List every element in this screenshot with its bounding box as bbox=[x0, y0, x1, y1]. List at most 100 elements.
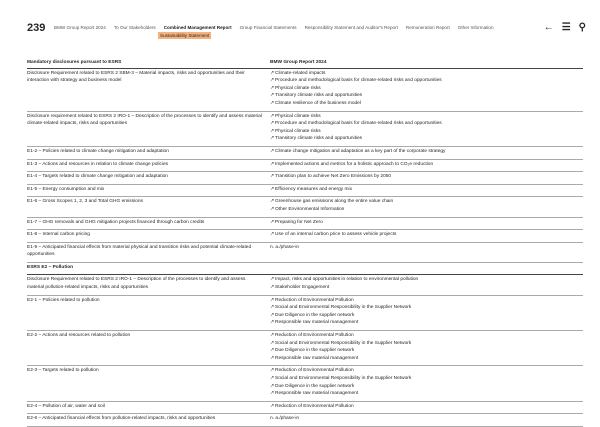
back-arrow-icon[interactable]: ← bbox=[543, 22, 554, 33]
report-reference: Transition plan to achieve Net Zero Emis… bbox=[270, 171, 583, 185]
disclosure-requirement: E2-1 – Policies related to pollution bbox=[27, 295, 270, 332]
page-number: 239 bbox=[27, 22, 46, 34]
report-reference: n. a./phase-in bbox=[270, 242, 583, 263]
table-row: E1-7 – GHG removals and GHG mitigation p… bbox=[27, 217, 583, 231]
disclosure-requirement: E1-2 – Policies related to climate chang… bbox=[27, 146, 270, 160]
reference-link[interactable]: Responsible raw material management bbox=[270, 355, 583, 363]
table-row: E1-5 – Energy consumption and mixEfficie… bbox=[27, 184, 583, 198]
table-row: E1-6 – Gross Scopes 1, 2, 3 and Total GH… bbox=[27, 196, 583, 218]
menu-icon[interactable]: ☰ bbox=[561, 22, 571, 33]
column-header: BMW Group Report 2024 bbox=[270, 58, 583, 69]
reference-link[interactable]: Reduction of Environmental Pollution bbox=[270, 403, 583, 411]
reference-link[interactable]: Due Diligence in the supplier network bbox=[270, 347, 583, 355]
report-reference: Climate-related impactsProcedure and met… bbox=[270, 68, 583, 112]
esrs-disclosure-table: Mandatory disclosures pursuant to ESRS B… bbox=[27, 58, 583, 427]
reference-link[interactable]: Physical climate risks bbox=[270, 85, 583, 93]
disclosure-requirement: Disclosure Requirement related to ESRS 2… bbox=[27, 274, 270, 296]
report-reference: Physical climate risksProcedure and meth… bbox=[270, 111, 583, 147]
reference-link[interactable]: Implemented actions and metrics for a ho… bbox=[270, 161, 583, 169]
reference-link[interactable]: Reduction of Environmental Pollution bbox=[270, 332, 583, 340]
disclosure-requirement: E2-4 – Pollution of air, water and soil bbox=[27, 401, 270, 415]
table-row: E2-3 – Targets related to pollutionReduc… bbox=[27, 365, 583, 402]
report-reference: Impact, risks and opportunities in relat… bbox=[270, 274, 583, 296]
reference-link[interactable]: Social and Environmental Responsibility … bbox=[270, 375, 583, 383]
table-row: Disclosure requirement related to ESRS 2… bbox=[27, 111, 583, 147]
table-row: E2-4 – Pollution of air, water and soilR… bbox=[27, 401, 583, 415]
table-row: E1-2 – Policies related to climate chang… bbox=[27, 146, 583, 160]
reference-link[interactable]: Procedure and methodological basis for c… bbox=[270, 120, 583, 128]
reference-link[interactable]: Social and Environmental Responsibility … bbox=[270, 340, 583, 348]
report-reference: n. a./phase-in bbox=[270, 413, 583, 427]
disclosure-requirement: E2-2 – Actions and resources related to … bbox=[27, 330, 270, 367]
table-row: E1-4 – Targets related to climate change… bbox=[27, 171, 583, 185]
reference-link[interactable]: Use of an internal carbon price to asses… bbox=[270, 231, 583, 239]
disclosure-requirement: E2-6 – Anticipated financial effects fro… bbox=[27, 413, 270, 427]
report-reference: Use of an internal carbon price to asses… bbox=[270, 229, 583, 243]
disclosure-requirement: E1-4 – Targets related to climate change… bbox=[27, 171, 270, 185]
table-row: E1-9 – Anticipated financial effects fro… bbox=[27, 242, 583, 263]
report-reference: Preparing for Net Zero bbox=[270, 217, 583, 231]
reference-text: n. a./phase-in bbox=[270, 244, 300, 250]
nav-item[interactable]: BMW Group Report 2024 bbox=[54, 25, 106, 30]
reference-link[interactable]: Procedure and methodological basis for c… bbox=[270, 77, 583, 85]
report-reference: Greenhouse gas emissions along the entir… bbox=[270, 196, 583, 218]
nav-item[interactable]: Combined Management Report bbox=[163, 25, 232, 30]
table-row: Disclosure Requirement related to ESRS 2… bbox=[27, 274, 583, 296]
report-reference: Implemented actions and metrics for a ho… bbox=[270, 159, 583, 173]
reference-link[interactable]: Impact, risks and opportunities in relat… bbox=[270, 276, 583, 284]
disclosure-requirement: E1-8 – Internal carbon pricing bbox=[27, 229, 270, 243]
table-row: Disclosure Requirement related to ESRS 2… bbox=[27, 68, 583, 112]
reference-link[interactable]: Transitory climate risks and opportuniti… bbox=[270, 135, 583, 143]
table-row: E2-6 – Anticipated financial effects fro… bbox=[27, 413, 583, 427]
reference-link[interactable]: Efficiency measures and energy mix bbox=[270, 186, 583, 194]
reference-link[interactable]: Climate-related impacts bbox=[270, 70, 583, 78]
column-header: Mandatory disclosures pursuant to ESRS bbox=[27, 58, 270, 69]
disclosure-requirement: E1-9 – Anticipated financial effects fro… bbox=[27, 242, 270, 263]
table-row: E2-1 – Policies related to pollutionRedu… bbox=[27, 295, 583, 332]
disclosure-requirement: E1-5 – Energy consumption and mix bbox=[27, 184, 270, 198]
nav-item[interactable]: Group Financial Statements bbox=[239, 25, 297, 30]
nav-item[interactable]: Remuneration Report bbox=[405, 25, 450, 30]
section-heading: ESRS E2 – Pollution bbox=[27, 262, 583, 276]
top-bar: 239 BMW Group Report 2024 To Our Stakehol… bbox=[27, 22, 590, 42]
disclosure-requirement: Disclosure requirement related to ESRS 2… bbox=[27, 111, 270, 147]
report-reference: Efficiency measures and energy mix bbox=[270, 184, 583, 198]
reference-link[interactable]: Transitory climate risks and opportuniti… bbox=[270, 92, 583, 100]
nav-item[interactable]: Responsibility Statement and Auditor's R… bbox=[304, 25, 398, 30]
reference-link[interactable]: Physical climate risks bbox=[270, 113, 583, 121]
top-nav: BMW Group Report 2024 To Our Stakeholders… bbox=[54, 25, 494, 30]
report-reference: Reduction of Environmental PollutionSoci… bbox=[270, 295, 583, 332]
reference-link[interactable]: Due Diligence in the supplier network bbox=[270, 383, 583, 391]
disclosure-requirement: E1-3 – Actions and resources in relation… bbox=[27, 159, 270, 173]
reference-link[interactable]: Responsible raw material management bbox=[270, 319, 583, 327]
reference-link[interactable]: Stakeholder Engagement bbox=[270, 284, 583, 292]
reference-link[interactable]: Preparing for Net Zero bbox=[270, 219, 583, 227]
report-reference: Reduction of Environmental PollutionSoci… bbox=[270, 365, 583, 402]
reference-link[interactable]: Transition plan to achieve Net Zero Emis… bbox=[270, 173, 583, 181]
reference-text: n. a./phase-in bbox=[270, 416, 300, 422]
nav-item[interactable]: To Our Stakeholders bbox=[113, 25, 156, 30]
disclosure-requirement: E1-7 – GHG removals and GHG mitigation p… bbox=[27, 217, 270, 231]
reference-link[interactable]: Climate change mitigation and adaptation… bbox=[270, 148, 583, 156]
disclosure-requirement: E1-6 – Gross Scopes 1, 2, 3 and Total GH… bbox=[27, 196, 270, 218]
nav-item[interactable]: Other Information bbox=[457, 25, 494, 30]
search-icon[interactable]: ⚲ bbox=[578, 22, 586, 33]
table-row: E1-8 – Internal carbon pricingUse of an … bbox=[27, 229, 583, 243]
report-reference: Reduction of Environmental Pollution bbox=[270, 401, 583, 415]
reference-link[interactable]: Climate resilience of the business model bbox=[270, 100, 583, 108]
reference-link[interactable]: Reduction of Environmental Pollution bbox=[270, 297, 583, 305]
table-row: E1-3 – Actions and resources in relation… bbox=[27, 159, 583, 173]
report-reference: Climate change mitigation and adaptation… bbox=[270, 146, 583, 160]
reference-link[interactable]: Other Environmental Information bbox=[270, 206, 583, 214]
report-reference: Reduction of Environmental PollutionSoci… bbox=[270, 330, 583, 367]
reference-link[interactable]: Reduction of Environmental Pollution bbox=[270, 367, 583, 375]
table-row: E2-2 – Actions and resources related to … bbox=[27, 330, 583, 367]
reference-link[interactable]: Responsible raw material management bbox=[270, 390, 583, 398]
reference-link[interactable]: Greenhouse gas emissions along the entir… bbox=[270, 198, 583, 206]
reference-link[interactable]: Due Diligence in the supplier network bbox=[270, 312, 583, 320]
subnav-sustainability-statement[interactable]: Sustainability Statement bbox=[158, 32, 212, 39]
disclosure-requirement: Disclosure Requirement related to ESRS 2… bbox=[27, 68, 270, 112]
reference-link[interactable]: Social and Environmental Responsibility … bbox=[270, 304, 583, 312]
table-row: ESRS E2 – Pollution bbox=[27, 262, 583, 276]
reference-link[interactable]: Physical climate risks bbox=[270, 128, 583, 136]
